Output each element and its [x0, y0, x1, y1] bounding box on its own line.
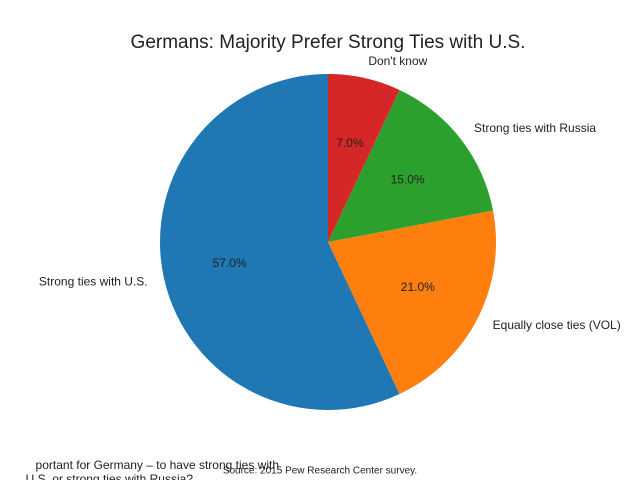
note-line: U.S. or strong ties with Russia?	[26, 472, 194, 480]
slice-label: Don't know	[368, 54, 427, 68]
source: Source: 2015 Pew Research Center survey.	[223, 466, 417, 477]
slice-label: Strong ties with U.S.	[39, 274, 148, 288]
pie-slice	[328, 210, 497, 395]
pie-slice	[328, 74, 400, 242]
value-label: 57.0%	[213, 256, 247, 270]
slice-label: Equally close ties (VOL)	[493, 318, 621, 332]
pie-slice	[328, 89, 494, 243]
value-label: 7.0%	[336, 136, 364, 150]
slice-label: Strong ties with Russia	[474, 121, 596, 135]
value-label: 15.0%	[391, 172, 425, 186]
value-label: 21.0%	[401, 280, 435, 294]
note-line: portant for Germany – to have strong tie…	[36, 458, 279, 472]
pie-slice	[160, 74, 400, 411]
chart-title: Germans: Majority Prefer Strong Ties wit…	[131, 32, 526, 53]
